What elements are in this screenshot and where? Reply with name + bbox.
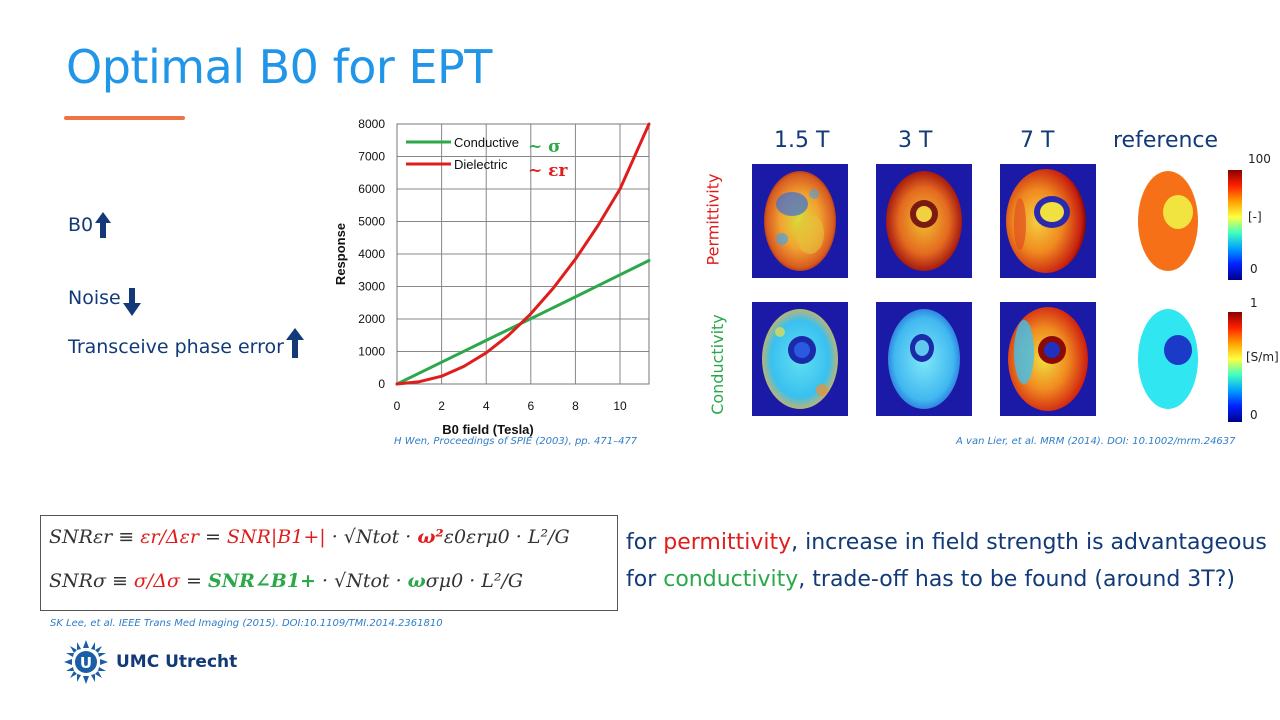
- formula-lhs: SNRσ ≡: [49, 570, 134, 592]
- row-label-conductivity: Conductivity: [707, 314, 727, 415]
- colorbar-unit: [-]: [1248, 210, 1262, 224]
- note-permittivity: for permittivity, increase in field stre…: [626, 530, 1267, 555]
- x-tick-label: 4: [483, 399, 490, 413]
- colorbar-max: 1: [1250, 296, 1258, 310]
- legend-symbol-sigma: ~ σ: [528, 137, 561, 157]
- formula-omega: ω²: [417, 526, 444, 548]
- page-title: Optimal B0 for EPT: [66, 40, 492, 94]
- formula-ratio: σ/Δσ: [133, 570, 180, 592]
- y-tick-label: 8000: [358, 117, 385, 131]
- mri-figure: Permittivity Conductivity 100 [-] 0: [690, 152, 1279, 422]
- formula-rest: ε0εrμ0 · L²/G: [443, 526, 570, 548]
- chart-series: [395, 122, 651, 386]
- y-tick-label: 1000: [358, 345, 385, 359]
- formula-rest: · √Ntot ·: [315, 570, 408, 592]
- conductivity-1-5t-image: [752, 302, 848, 416]
- chart-citation: H Wen, Proceedings of SPIE (2003), pp. 4…: [394, 436, 638, 447]
- arrow-down-icon: [122, 288, 141, 316]
- colorbar-unit: [S/m]: [1246, 350, 1279, 364]
- x-axis-label: B0 field (Tesla): [442, 422, 534, 437]
- formula-rest: σμ0 · L²/G: [425, 570, 524, 592]
- formula-rest: · √Ntot ·: [325, 526, 418, 548]
- bullet-b0: B0: [68, 212, 112, 238]
- y-tick-label: 7000: [358, 150, 385, 164]
- permittivity-1-5t-image: [752, 164, 848, 278]
- y-tick-label: 2000: [358, 312, 385, 326]
- y-tick-label: 4000: [358, 247, 385, 261]
- y-tick-label: 3000: [358, 280, 385, 294]
- legend-label-conductive: Conductive: [454, 135, 519, 150]
- logo-text: UMC Utrecht: [116, 652, 238, 672]
- colorbar-min: 0: [1250, 408, 1258, 422]
- arrow-up-icon: [95, 212, 112, 238]
- legend-symbol-epsilon: ~ εr: [528, 161, 568, 181]
- bullet-label: Transceive phase error: [68, 336, 284, 358]
- conductivity-reference-image: [1124, 302, 1220, 416]
- series-line-dielectric: [395, 122, 651, 386]
- y-axis-label: Response: [333, 223, 348, 285]
- y-tick-label: 6000: [358, 182, 385, 196]
- x-tick-label: 6: [527, 399, 534, 413]
- figure-column-headers: 1.5 T 3 T 7 T reference: [740, 128, 1250, 158]
- conductivity-7t-image: [1000, 302, 1096, 416]
- formula-citation: SK Lee, et al. IEEE Trans Med Imaging (2…: [50, 618, 443, 629]
- bullet-noise: Noise: [68, 280, 141, 316]
- chart-ticks: 0 1000 2000 3000 4000 5000 6000 7000 8000 0 2 4 6 8 10: [358, 117, 627, 413]
- formula-snr-b1: SNR∠B1+: [207, 570, 316, 592]
- note-conductivity: for conductivity, trade-off has to be fo…: [626, 567, 1236, 592]
- y-tick-label: 0: [378, 377, 385, 391]
- row-label-permittivity: Permittivity: [703, 173, 723, 266]
- permittivity-3t-image: [876, 164, 972, 278]
- x-tick-label: 8: [572, 399, 579, 413]
- formula-conductivity: SNRσ ≡ σ/Δσ = SNR∠B1+ · √Ntot · ωσμ0 · L…: [49, 570, 523, 592]
- series-line-conductive: [395, 259, 651, 386]
- response-chart: 0 1000 2000 3000 4000 5000 6000 7000 8000 0 2 4 6 8 10…: [333, 117, 651, 437]
- colorbar-max: 100: [1248, 152, 1271, 166]
- bullet-label: Noise: [68, 287, 121, 309]
- conductivity-colorbar: [1228, 312, 1242, 422]
- bullet-label: B0: [68, 214, 94, 236]
- legend-label-dielectric: Dielectric: [454, 157, 508, 172]
- column-label: 7 T: [1020, 128, 1055, 153]
- x-tick-label: 2: [438, 399, 445, 413]
- formula-snr-b1: SNR|B1+|: [226, 526, 326, 548]
- formula-eq: =: [198, 526, 227, 548]
- plot-frame: [396, 123, 650, 385]
- colorbar-min: 0: [1250, 262, 1258, 276]
- bullet-phase-error: Transceive phase error: [68, 328, 304, 358]
- conductivity-3t-image: [876, 302, 972, 416]
- umc-logo-icon: U: [64, 640, 108, 684]
- y-tick-label: 5000: [358, 215, 385, 229]
- arrow-up-icon: [285, 328, 304, 358]
- formula-omega: ω: [407, 570, 426, 592]
- formula-permittivity: SNRεr ≡ εr/Δεr = SNR|B1+| · √Ntot · ω²ε0…: [49, 526, 570, 548]
- formula-eq: =: [179, 570, 208, 592]
- formula-lhs: SNRεr ≡: [49, 526, 141, 548]
- column-label: 3 T: [898, 128, 933, 153]
- svg-text:U: U: [80, 654, 92, 672]
- permittivity-reference-image: [1124, 164, 1220, 278]
- x-tick-label: 10: [613, 399, 627, 413]
- permittivity-colorbar: [1228, 170, 1242, 280]
- title-underline: [64, 116, 185, 120]
- column-label: 1.5 T: [774, 128, 830, 153]
- column-label: reference: [1113, 128, 1219, 153]
- figure-citation: A van Lier, et al. MRM (2014). DOI: 10.1…: [956, 436, 1236, 447]
- chart-grid: [396, 123, 649, 385]
- formula-ratio: εr/Δεr: [140, 526, 199, 548]
- permittivity-7t-image: [1000, 164, 1096, 278]
- conclusion-notes: for permittivity, increase in field stre…: [626, 524, 1267, 598]
- formula-box: SNRεr ≡ εr/Δεr = SNR|B1+| · √Ntot · ω²ε0…: [40, 515, 618, 611]
- x-tick-label: 0: [394, 399, 401, 413]
- umc-logo: U UMC Utrecht: [62, 638, 237, 686]
